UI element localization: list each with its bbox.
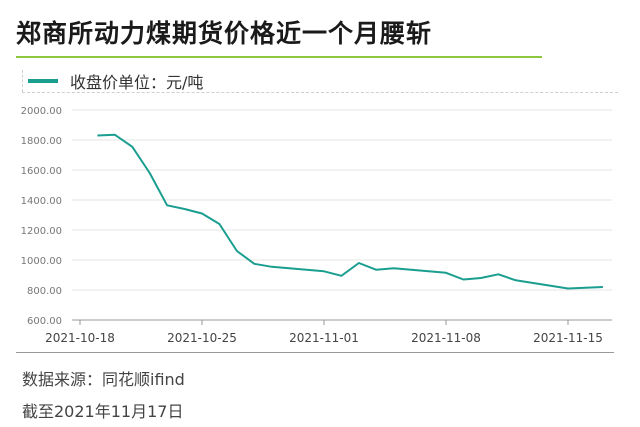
x-tick-label: 2021-11-08 (411, 331, 481, 345)
legend-frame-left (22, 70, 24, 92)
x-tick-label: 2021-11-15 (533, 331, 603, 345)
title-underline (16, 56, 542, 58)
x-axis-ticks: 2021-10-18 2021-10-25 2021-11-01 2021-11-08… (45, 320, 603, 345)
x-tick-label: 2021-10-25 (167, 331, 237, 345)
y-tick-label: 2000.00 (21, 106, 62, 117)
series-line (97, 133, 603, 290)
footer-divider (16, 352, 614, 353)
legend-frame-bottom (22, 92, 618, 94)
chart-legend: 收盘价单位：元/吨 (28, 70, 203, 92)
x-tick-label: 2021-10-18 (45, 331, 115, 345)
legend-label: 收盘价单位：元/吨 (70, 73, 204, 92)
x-tick-label: 2021-11-01 (289, 331, 359, 345)
page-title: 郑商所动力煤期货价格近一个月腰斩 (16, 19, 433, 48)
chart-grid (72, 109, 612, 291)
legend-swatch (28, 79, 58, 83)
y-tick-label: 1000.00 (21, 256, 62, 267)
y-tick-label: 600.00 (27, 316, 62, 327)
price-line-chart: 600.00 800.00 1000.00 1200.00 1400.00 1600.00… (21, 106, 612, 345)
y-tick-label: 800.00 (27, 286, 62, 297)
y-tick-label: 1400.00 (21, 196, 62, 207)
y-tick-label: 1600.00 (21, 166, 62, 177)
y-axis-ticks: 600.00 800.00 1000.00 1200.00 1400.00 1600.00… (21, 106, 62, 327)
y-tick-label: 1200.00 (21, 226, 62, 237)
data-date: 截至2021年11月17日 (22, 402, 184, 421)
y-tick-label: 1800.00 (21, 136, 62, 147)
data-source: 数据来源：同花顺ifind (22, 370, 185, 389)
